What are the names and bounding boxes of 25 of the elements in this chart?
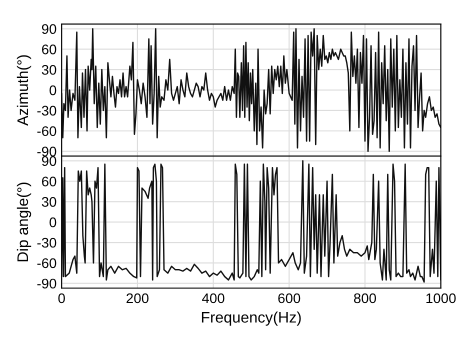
y-tick-label: -90: [37, 278, 56, 289]
y-axis-title: Azimuth(°): [16, 55, 32, 126]
y-tick-label: -60: [37, 258, 56, 268]
x-tick-label: 1000: [426, 293, 456, 304]
y-tick-label: 0: [50, 217, 56, 228]
line-series: [62, 28, 441, 152]
x-tick-label: 600: [278, 293, 300, 304]
y-tick-label: -60: [37, 126, 56, 136]
y-tick-label: 90: [42, 24, 56, 34]
y-tick-label: -30: [37, 238, 56, 248]
y-tick-label: -30: [37, 106, 56, 116]
x-tick-label: 200: [126, 293, 149, 304]
y-tick-label: 0: [50, 85, 56, 96]
x-tick-label: 400: [202, 293, 224, 304]
x-tick-label: 0: [58, 293, 65, 304]
line-series: [62, 160, 441, 283]
y-tick-label: 60: [42, 176, 56, 186]
y-tick-label: 30: [42, 64, 56, 75]
x-axis-title: Frequency(Hz): [202, 311, 301, 326]
y-tick-label: 90: [42, 156, 56, 166]
x-tick-label: 800: [354, 293, 376, 304]
y-tick-label: 30: [42, 197, 56, 207]
y-axis-title: Dip angle(°): [16, 182, 32, 262]
y-tick-label: 60: [42, 44, 56, 54]
y-tick-label: -90: [37, 146, 56, 156]
